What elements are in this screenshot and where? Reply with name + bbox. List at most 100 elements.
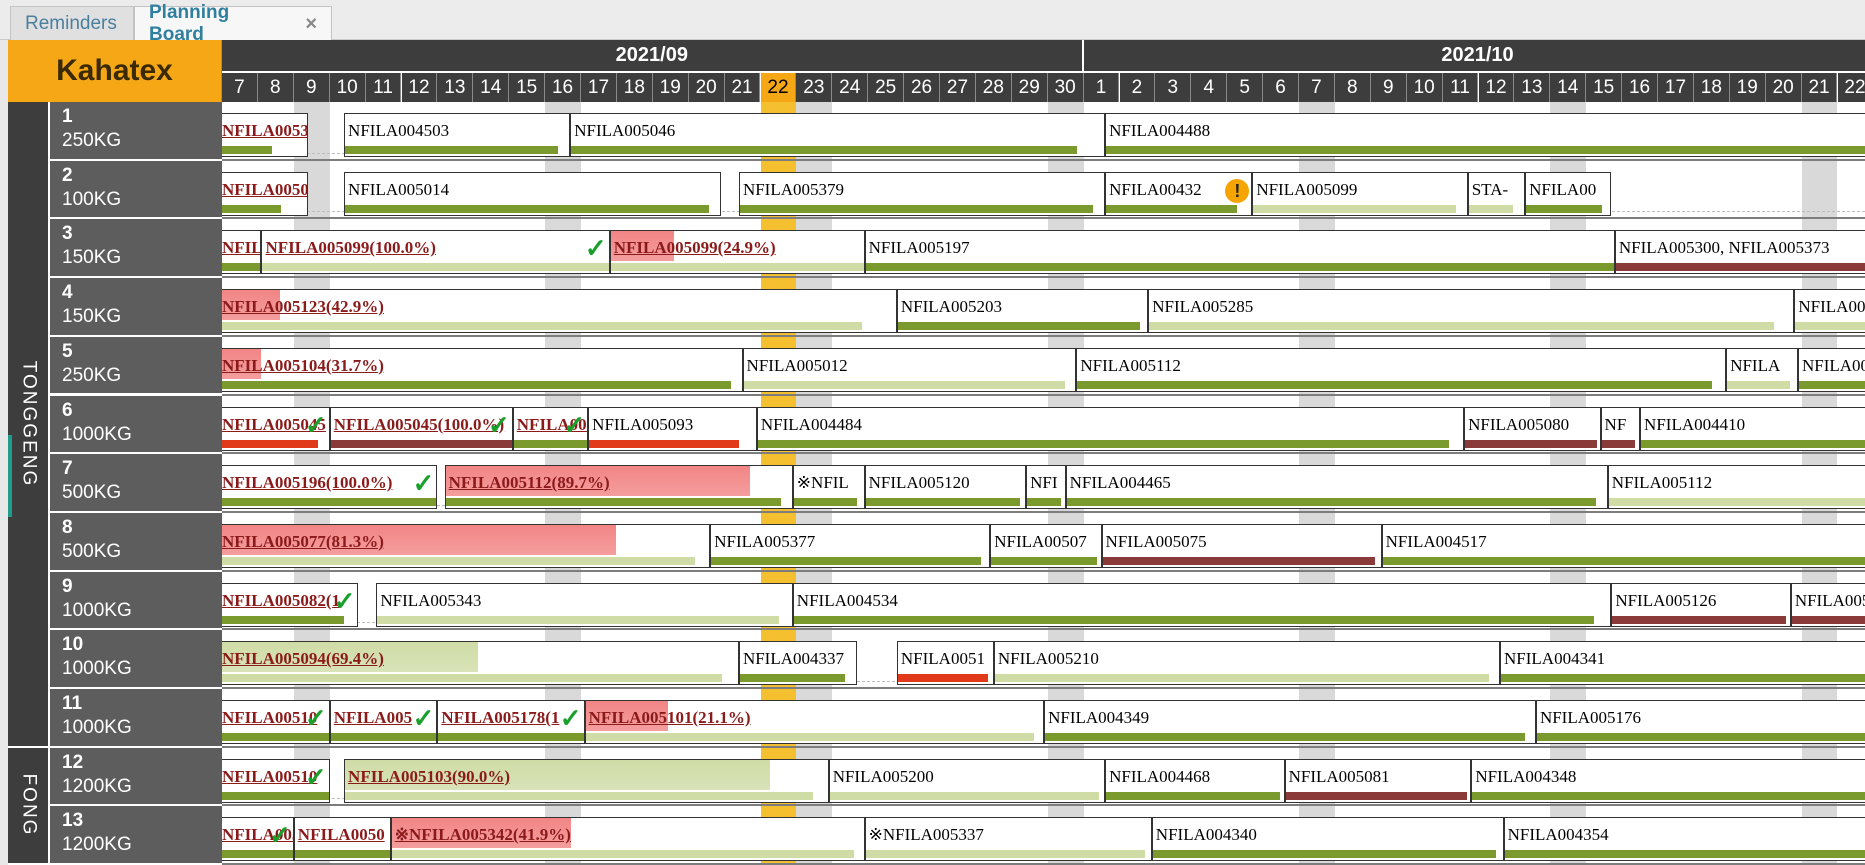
job-bar[interactable]: NFILA005379 bbox=[738, 171, 1106, 216]
job-bar[interactable]: NFILA004341 bbox=[1500, 641, 1865, 686]
resource-row-header[interactable]: 5 250KG bbox=[48, 336, 222, 396]
tab-planning-board[interactable]: Planning Board × bbox=[134, 2, 332, 45]
job-bar[interactable]: NFILA004348 bbox=[1471, 758, 1865, 803]
job-bar[interactable]: NFILA005200 bbox=[828, 758, 1106, 803]
progress-bar bbox=[330, 733, 437, 741]
day-header: 26 bbox=[904, 73, 940, 102]
job-bar[interactable]: NFILA00507✓ bbox=[222, 817, 294, 862]
job-bar[interactable]: NFILA00 bbox=[1794, 289, 1865, 334]
job-bar[interactable]: NFILA004465 bbox=[1065, 465, 1608, 510]
job-bar[interactable]: NFILA005082(1 ✓ bbox=[222, 582, 359, 627]
job-bar[interactable]: NFILA005099(100.0%) ✓ bbox=[261, 230, 610, 275]
job-bar[interactable]: NFILA005094(69.4%) bbox=[222, 641, 739, 686]
group-tonggeng[interactable]: TONGGENG bbox=[8, 102, 48, 748]
job-bar[interactable]: NFILA005126 bbox=[1611, 582, 1791, 627]
job-bar[interactable]: NF bbox=[1600, 406, 1641, 451]
job-bar[interactable]: NFILA004517 bbox=[1381, 523, 1865, 568]
resource-row-header[interactable]: 6 1000KG bbox=[48, 395, 222, 455]
job-bar[interactable]: NFILA005075 bbox=[1101, 523, 1382, 568]
job-bar[interactable]: NFILA005300, NFILA005373 bbox=[1614, 230, 1865, 275]
job-bar[interactable]: NFILA004468 bbox=[1105, 758, 1285, 803]
job-bar[interactable]: NFILA005112(89.7%) bbox=[444, 465, 793, 510]
job-bar[interactable]: NFILA005077(81.3%) bbox=[222, 523, 711, 568]
warning-icon[interactable]: ! bbox=[1225, 178, 1250, 203]
job-bar[interactable]: NFILA005046 bbox=[570, 113, 1106, 157]
job-bar[interactable]: NFILA005 ✓ bbox=[329, 700, 438, 744]
job-bar[interactable]: NFILA00432! bbox=[1105, 171, 1253, 216]
tab-bar: Reminders Planning Board × bbox=[0, 0, 1865, 45]
job-bar[interactable]: NFILA00510 ✓ bbox=[222, 700, 330, 744]
job-bar[interactable]: NFILA005104(31.7%) bbox=[222, 347, 743, 392]
job-bar[interactable]: NFILA005014 bbox=[344, 171, 721, 216]
job-bar[interactable]: NFILA005093 bbox=[588, 406, 757, 451]
job-bar[interactable]: NFILA005120 bbox=[864, 465, 1027, 510]
job-bar[interactable]: NFILA00501 bbox=[222, 171, 309, 216]
resource-row-header[interactable]: 11 1000KG bbox=[48, 689, 222, 748]
job-label: NFILA004465 bbox=[1069, 473, 1171, 493]
close-icon[interactable]: × bbox=[305, 12, 317, 35]
job-bar[interactable]: NFILA0050 bbox=[293, 817, 391, 862]
job-bar[interactable]: NFILA00510 ✓ bbox=[222, 758, 330, 803]
resource-row-header[interactable]: 8 500KG bbox=[48, 512, 222, 572]
progress-bar bbox=[571, 146, 1078, 154]
job-bar[interactable]: NFILA005081 bbox=[1284, 758, 1472, 803]
job-bar[interactable]: NFILA005196(100.0%) ✓ bbox=[222, 465, 438, 510]
row-divider bbox=[222, 276, 1865, 279]
job-bar[interactable]: NFILA005012 bbox=[742, 347, 1077, 392]
resource-row-header[interactable]: 1 250KG bbox=[48, 102, 222, 161]
job-bar[interactable]: NFILA005285 bbox=[1148, 289, 1795, 334]
job-bar[interactable]: NFILA004503 bbox=[344, 113, 571, 157]
job-bar[interactable]: NFILA004410 bbox=[1640, 406, 1865, 451]
job-bar[interactable]: NFILA004337 bbox=[738, 641, 858, 686]
resource-row-header[interactable]: 9 1000KG bbox=[48, 571, 222, 631]
job-bar[interactable]: STA- bbox=[1467, 171, 1526, 216]
job-bar[interactable]: ※NFILA005342(41.9%) bbox=[390, 817, 865, 862]
job-bar[interactable]: NFILA004354 bbox=[1503, 817, 1865, 862]
job-bar[interactable]: NFILA00 bbox=[1525, 171, 1612, 216]
job-bar[interactable]: NFILA005375 bbox=[222, 113, 309, 157]
selection-indicator bbox=[8, 435, 12, 517]
resource-row-header[interactable]: 3 150KG bbox=[48, 219, 222, 279]
job-bar[interactable]: NFILA005045 ✓ bbox=[222, 406, 330, 451]
job-bar[interactable]: NFILA005197 bbox=[864, 230, 1615, 275]
job-bar[interactable]: NFILA005377 bbox=[710, 523, 991, 568]
job-bar[interactable]: NFILA005 bbox=[222, 230, 262, 275]
resource-column: 1 250KG 2 100KG 3 150KG 4 150KG 5 250KG 6 1000KG 7 50… bbox=[48, 102, 222, 865]
job-bar[interactable]: NFILA005080 bbox=[1464, 406, 1601, 451]
job-bar[interactable]: NFILA005123(42.9%) bbox=[222, 289, 897, 334]
group-fong[interactable]: FONG bbox=[8, 747, 48, 865]
job-bar[interactable]: NFILA004484 bbox=[756, 406, 1465, 451]
job-bar[interactable]: NFILA005 bbox=[1790, 582, 1865, 627]
tab-reminders[interactable]: Reminders bbox=[10, 6, 134, 40]
job-bar[interactable]: NFILA005343 bbox=[376, 582, 793, 627]
job-bar[interactable]: NFILA005045(100.0%) ✓ bbox=[329, 406, 513, 451]
job-bar[interactable]: NFILA005178(1 ✓ bbox=[437, 700, 585, 744]
job-bar[interactable]: NFILA005203 bbox=[896, 289, 1149, 334]
job-bar[interactable]: NFILA005112 bbox=[1076, 347, 1727, 392]
job-bar[interactable]: NFILA bbox=[1726, 347, 1798, 392]
job-bar[interactable]: ※NFIL bbox=[792, 465, 865, 510]
job-bar[interactable]: NFILA005 bbox=[1798, 347, 1865, 392]
resource-row-header[interactable]: 12 1200KG bbox=[48, 747, 222, 807]
job-bar[interactable]: NFILA005112 bbox=[1607, 465, 1865, 510]
job-bar[interactable]: ※NFILA005337 bbox=[864, 817, 1152, 862]
job-bar[interactable]: NFILA005210 bbox=[993, 641, 1501, 686]
job-bar[interactable]: NFI bbox=[1026, 465, 1066, 510]
job-bar[interactable]: NFILA00507 bbox=[990, 523, 1102, 568]
resource-row-header[interactable]: 7 500KG bbox=[48, 454, 222, 513]
resource-row-header[interactable]: 13 1200KG bbox=[48, 806, 222, 865]
job-bar[interactable]: NFILA005 ✓ bbox=[512, 406, 589, 451]
job-bar[interactable]: NFILA005101(21.1%) bbox=[584, 700, 1045, 744]
resource-row-header[interactable]: 4 150KG bbox=[48, 278, 222, 337]
job-bar[interactable]: NFILA005099 bbox=[1252, 171, 1468, 216]
job-bar[interactable]: NFILA005176 bbox=[1535, 700, 1865, 744]
job-bar[interactable]: NFILA004488 bbox=[1105, 113, 1865, 157]
job-bar[interactable]: NFILA004349 bbox=[1044, 700, 1536, 744]
job-bar[interactable]: NFILA004534 bbox=[792, 582, 1612, 627]
job-bar[interactable]: NFILA004340 bbox=[1151, 817, 1504, 862]
job-bar[interactable]: NFILA005103(90.0%) bbox=[344, 758, 829, 803]
resource-row-header[interactable]: 2 100KG bbox=[48, 160, 222, 220]
job-bar[interactable]: NFILA005099(24.9%) bbox=[609, 230, 865, 275]
job-bar[interactable]: NFILA0051 bbox=[896, 641, 994, 686]
resource-row-header[interactable]: 10 1000KG bbox=[48, 630, 222, 689]
